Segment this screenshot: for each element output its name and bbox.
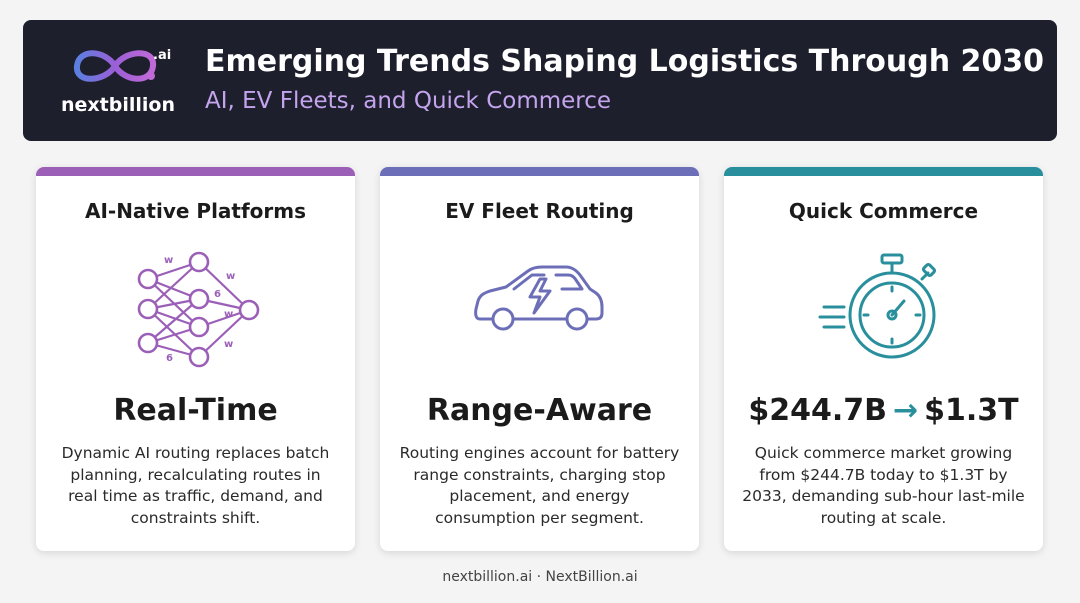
- card-stat: Range-Aware: [426, 393, 653, 428]
- card-description: Dynamic AI routing replaces batch planni…: [61, 444, 330, 527]
- weight-label: w: [224, 309, 233, 320]
- card-ai-native-platforms: AI-Native Platforms w w 6 w: [36, 167, 355, 551]
- neural-network-icon: w w 6 w w 6: [137, 251, 259, 368]
- electric-car-icon: [473, 265, 603, 331]
- card-title: Quick Commerce: [788, 199, 979, 223]
- card-stat: Real-Time: [113, 393, 278, 428]
- weight-label: 6: [166, 353, 173, 364]
- weight-label: w: [224, 339, 233, 350]
- card-description: Quick commerce market growing from $244.…: [742, 444, 1025, 527]
- weight-label: w: [226, 271, 235, 282]
- weight-label: w: [164, 255, 173, 266]
- card-stat: $244.7B → $1.3T: [724, 393, 1043, 428]
- infinity-logo-icon: [74, 50, 156, 82]
- card-title: EV Fleet Routing: [445, 199, 634, 223]
- footer-credit: nextbillion.ai · NextBillion.ai: [442, 569, 638, 585]
- card-ev-fleet-routing: EV Fleet Routing Range-Aware Routing eng…: [380, 167, 699, 551]
- logo-wordmark: nextbillion: [61, 94, 175, 116]
- card-icon-wrap: [724, 249, 1043, 369]
- card-icon-wrap: [380, 249, 699, 369]
- card-quick-commerce: Quick Commerce $244.7B → $1.3T: [724, 167, 1043, 551]
- card-accent-bar: [724, 167, 1043, 176]
- stat-to-value: $1.3T: [924, 393, 1019, 428]
- nextbillion-logo: .ai nextbillion: [61, 42, 179, 124]
- page-subtitle: AI, EV Fleets, and Quick Commerce: [205, 88, 612, 114]
- card-icon-wrap: w w 6 w w 6: [36, 249, 355, 369]
- card-description: Routing engines account for battery rang…: [399, 444, 680, 527]
- card-accent-bar: [36, 167, 355, 176]
- weight-label: 6: [214, 289, 221, 300]
- stopwatch-icon: [818, 253, 936, 359]
- card-accent-bar: [380, 167, 699, 176]
- stat-from-value: $244.7B: [748, 393, 887, 428]
- arrow-right-icon: →: [893, 393, 919, 428]
- header-banner: .ai nextbillion Emerging Trends Shaping …: [23, 20, 1057, 141]
- card-title: AI-Native Platforms: [84, 199, 307, 223]
- logo-suffix: .ai: [153, 48, 172, 63]
- page-title: Emerging Trends Shaping Logistics Throug…: [205, 44, 1045, 79]
